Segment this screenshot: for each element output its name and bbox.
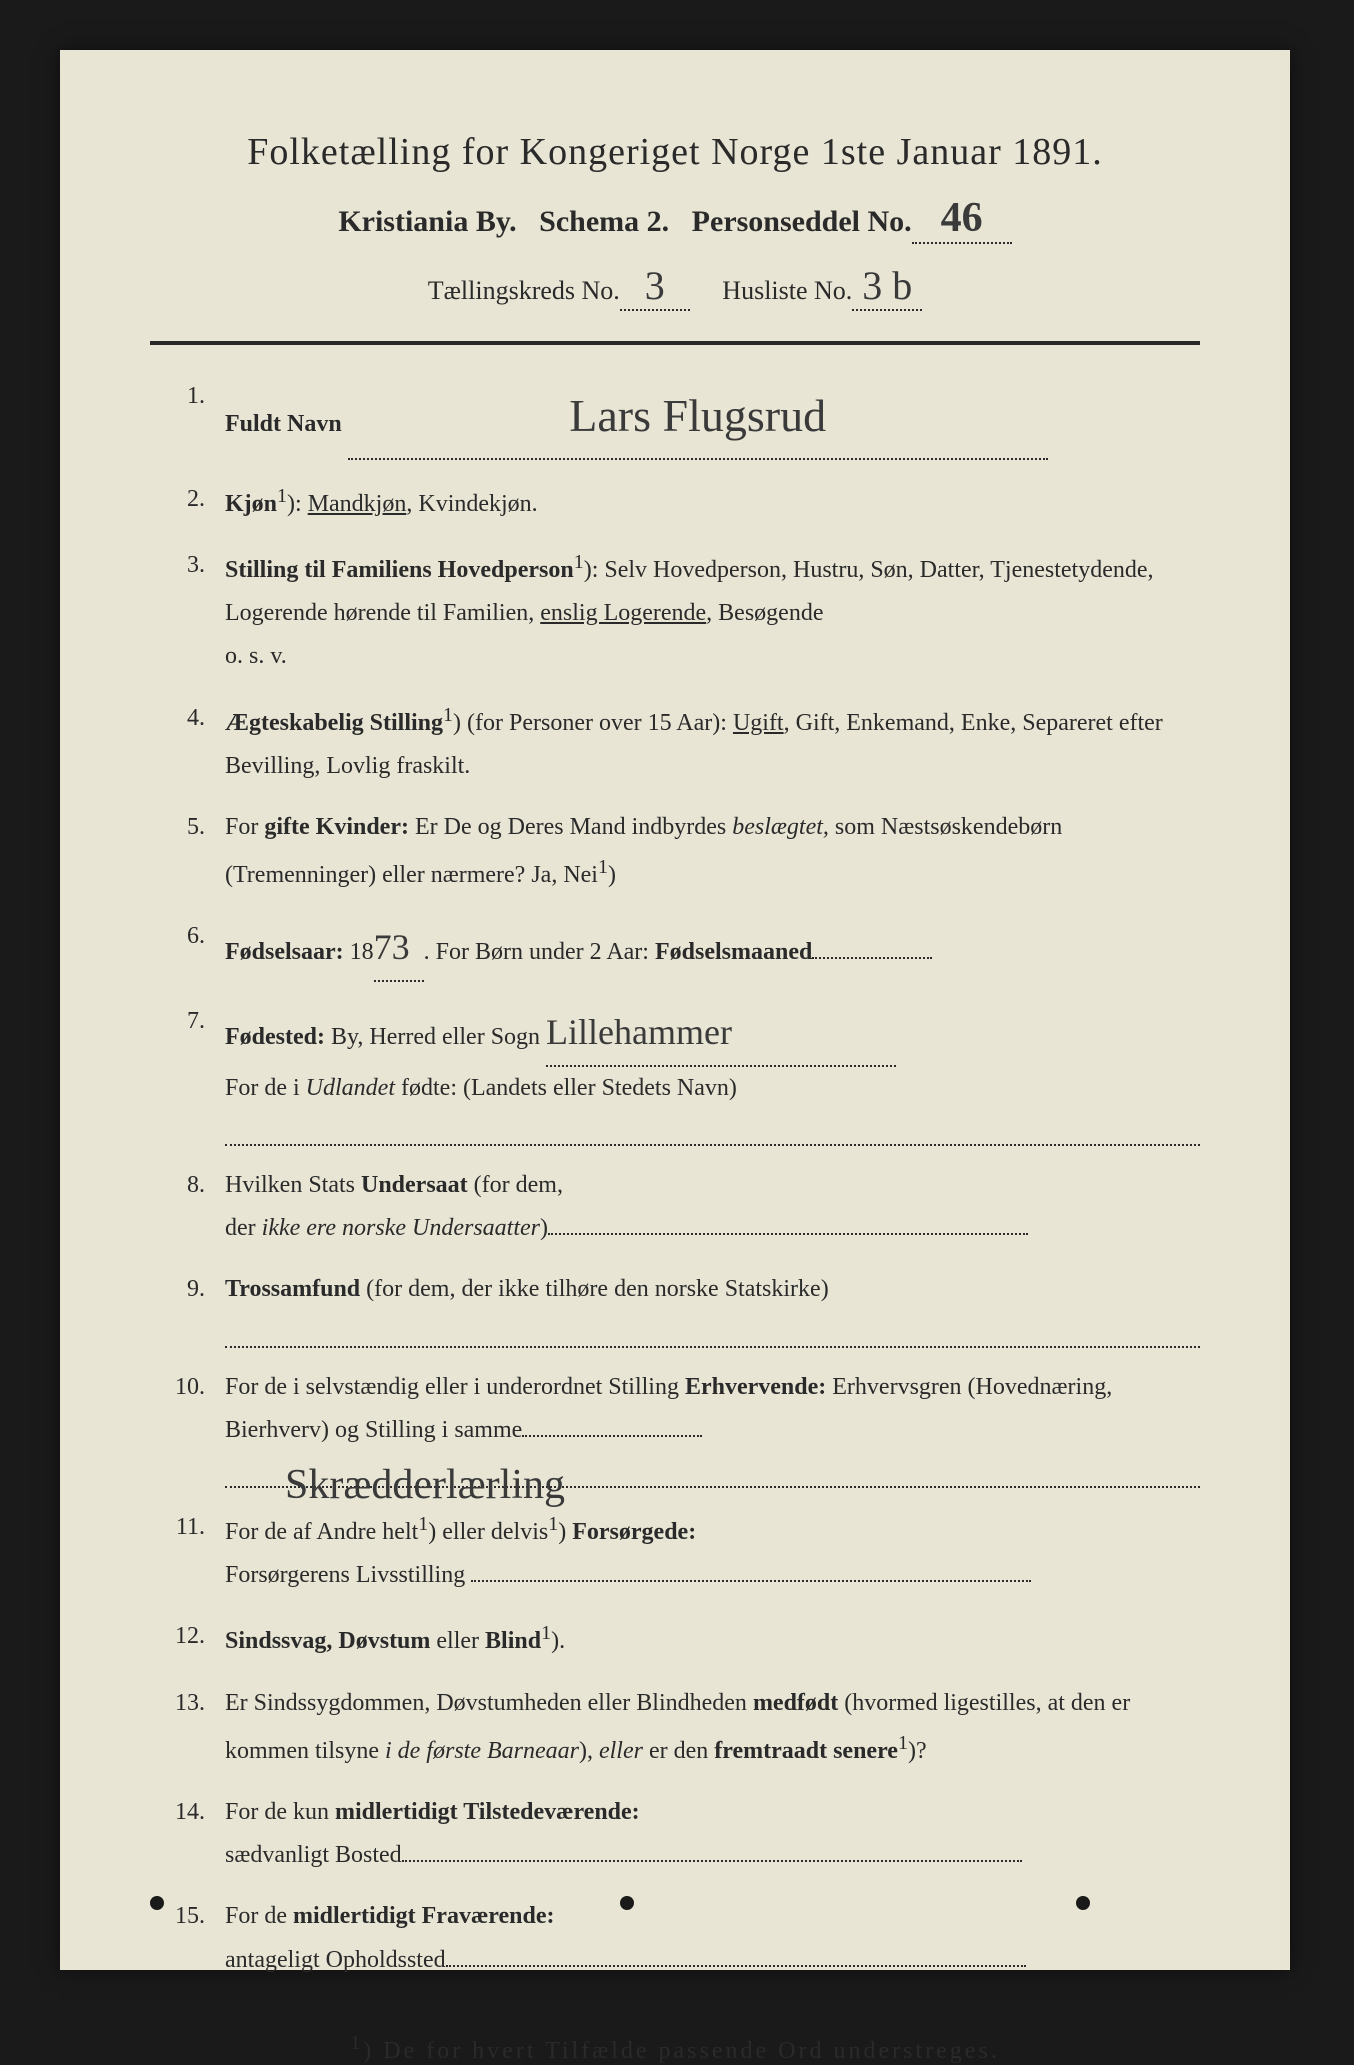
q4-underlined: Ugift bbox=[733, 710, 784, 736]
kreds-hw: 3 bbox=[645, 262, 665, 309]
row-4: 4. Ægteskabelig Stilling1) (for Personer… bbox=[150, 697, 1200, 788]
row-9: 9. Trossamfund (for dem, der ikke tilhør… bbox=[150, 1268, 1200, 1347]
husliste-hw: 3 b bbox=[862, 262, 912, 309]
row-14: 14. For de kun midlertidigt Tilstedevære… bbox=[150, 1791, 1200, 1877]
q6-label: Fødselsaar: bbox=[225, 939, 344, 965]
num-14: 14. bbox=[150, 1791, 225, 1877]
header-rule bbox=[150, 341, 1200, 345]
num-1: 1. bbox=[150, 375, 225, 460]
row-15: 15. For de midlertidigt Fraværende: anta… bbox=[150, 1895, 1200, 1981]
kreds-label: Tællingskreds No. bbox=[428, 276, 620, 305]
punch-hole-center bbox=[620, 1896, 634, 1910]
row-8: 8. Hvilken Stats Undersaat (for dem, der… bbox=[150, 1164, 1200, 1250]
row-3: 3. Stilling til Familiens Hovedperson1):… bbox=[150, 544, 1200, 679]
q1-name-hw: Lars Flugsrud bbox=[569, 375, 826, 458]
row-5: 5. For gifte Kvinder: Er De og Deres Man… bbox=[150, 806, 1200, 897]
num-7: 7. bbox=[150, 1000, 225, 1146]
q6-year-hw: 73 bbox=[374, 915, 410, 980]
num-3: 3. bbox=[150, 544, 225, 679]
punch-hole-left bbox=[150, 1896, 164, 1910]
row-7: 7. Fødested: By, Herred eller Sogn Lille… bbox=[150, 1000, 1200, 1146]
row-10: 10. For de i selvstændig eller i underor… bbox=[150, 1366, 1200, 1488]
census-form-page: Folketælling for Kongeriget Norge 1ste J… bbox=[60, 50, 1290, 1970]
husliste-label: Husliste No. bbox=[722, 276, 852, 305]
main-title: Folketælling for Kongeriget Norge 1ste J… bbox=[150, 130, 1200, 174]
num-2: 2. bbox=[150, 478, 225, 526]
q10-occupation-hw: Skrædderlærling bbox=[285, 1448, 565, 1524]
q3-label: Stilling til Familiens Hovedperson bbox=[225, 557, 574, 583]
num-13: 13. bbox=[150, 1682, 225, 1773]
q2-underlined: Mandkjøn bbox=[308, 491, 407, 517]
schema: Schema 2. bbox=[539, 205, 669, 238]
num-4: 4. bbox=[150, 697, 225, 788]
row-12: 12. Sindssvag, Døvstum eller Blind1). bbox=[150, 1615, 1200, 1663]
num-11: 11. bbox=[150, 1506, 225, 1597]
q1-label: Fuldt Navn bbox=[225, 411, 342, 437]
num-6: 6. bbox=[150, 915, 225, 982]
q2-label: Kjøn bbox=[225, 491, 277, 517]
q7-place-hw: Lillehammer bbox=[546, 1000, 732, 1065]
row-1: 1. Fuldt Navn Lars Flugsrud bbox=[150, 375, 1200, 460]
num-9: 9. bbox=[150, 1268, 225, 1347]
q3-underlined: enslig Logerende bbox=[540, 600, 706, 626]
q4-label: Ægteskabelig Stilling bbox=[225, 710, 443, 736]
q7-label: Fødested: bbox=[225, 1024, 325, 1050]
num-10: 10. bbox=[150, 1366, 225, 1488]
row-2: 2. Kjøn1): Mandkjøn, Kvindekjøn. bbox=[150, 478, 1200, 526]
personseddel-no-hw: 46 bbox=[941, 194, 983, 242]
personseddel-label: Personseddel No. bbox=[692, 205, 912, 238]
q3-osv: o. s. v. bbox=[225, 635, 1200, 678]
punch-hole-right bbox=[1076, 1896, 1090, 1910]
row-6: 6. Fødselsaar: 1873. For Børn under 2 Aa… bbox=[150, 915, 1200, 982]
city: Kristiania By. bbox=[338, 205, 516, 238]
num-5: 5. bbox=[150, 806, 225, 897]
num-8: 8. bbox=[150, 1164, 225, 1250]
subtitle-line: Kristiania By. Schema 2. Personseddel No… bbox=[150, 194, 1200, 244]
row-13: 13. Er Sindssygdommen, Døvstumheden elle… bbox=[150, 1682, 1200, 1773]
footnote: 1) De for hvert Tilfælde passende Ord un… bbox=[150, 2032, 1200, 2065]
sub-line-3: Tællingskreds No. 3 Husliste No. 3 b bbox=[150, 262, 1200, 311]
num-12: 12. bbox=[150, 1615, 225, 1663]
